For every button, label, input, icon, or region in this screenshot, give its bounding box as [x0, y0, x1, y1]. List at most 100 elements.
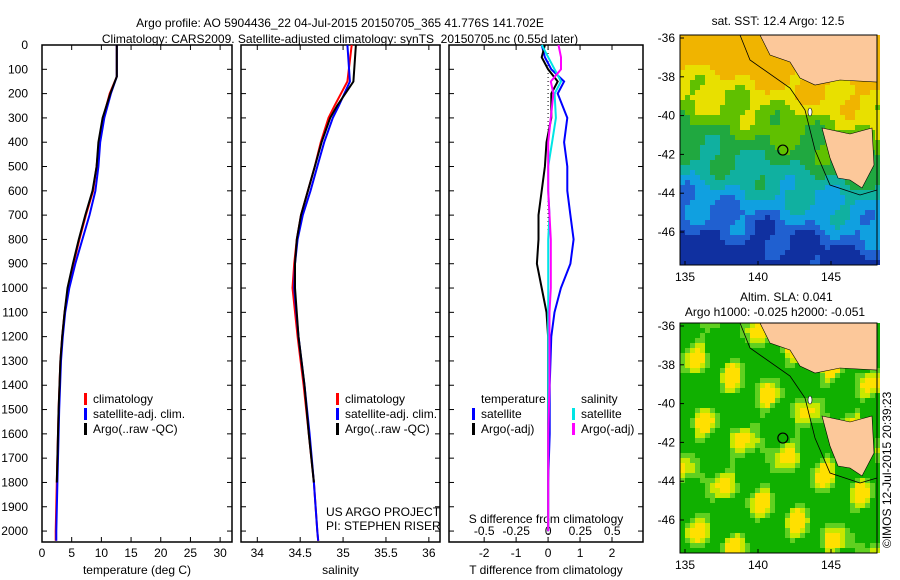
map-cell	[750, 393, 755, 398]
map-cell	[840, 478, 845, 483]
map-cell	[735, 115, 740, 120]
map-cell	[760, 438, 765, 443]
map-cell	[690, 85, 695, 90]
legend-swatch	[572, 423, 575, 435]
map-cell	[765, 463, 770, 468]
map-cell	[680, 433, 685, 438]
panel-differences: -2 -1 0 1 2T difference from climatology-0.5…	[448, 44, 644, 577]
map-cell	[765, 110, 770, 115]
map-cell	[755, 35, 760, 40]
map-cell	[835, 235, 840, 240]
map-cell	[720, 508, 725, 513]
map-cell	[870, 250, 875, 255]
map-cell	[805, 185, 810, 190]
map-cell	[770, 398, 775, 403]
map-cell	[700, 433, 705, 438]
map-cell	[860, 100, 865, 105]
map-cell	[745, 185, 750, 190]
map-cell	[735, 255, 740, 260]
map-cell	[705, 518, 710, 523]
map-cell	[835, 200, 840, 205]
map-cell	[760, 160, 765, 165]
y-tick-label: 1400	[1, 378, 28, 392]
map-cell	[845, 80, 850, 85]
map-cell	[750, 80, 755, 85]
map-cell	[850, 468, 855, 473]
map-cell	[695, 343, 700, 348]
map-cell	[810, 458, 815, 463]
map-cell	[740, 235, 745, 240]
map-cell	[715, 403, 720, 408]
map-cell	[710, 70, 715, 75]
map-cell	[680, 240, 685, 245]
map-cell	[725, 463, 730, 468]
map-cell	[820, 448, 825, 453]
map-cell	[750, 250, 755, 255]
map-cell	[685, 235, 690, 240]
map-cell	[695, 80, 700, 85]
map-cell	[755, 70, 760, 75]
map-cell	[810, 503, 815, 508]
map-cell	[710, 65, 715, 70]
map-cell	[865, 403, 870, 408]
map-cell	[710, 260, 715, 265]
map-cell	[755, 468, 760, 473]
map-cell	[690, 348, 695, 353]
map-cell	[815, 130, 820, 135]
map-cell	[690, 343, 695, 348]
map-cell	[720, 333, 725, 338]
map-cell	[845, 85, 850, 90]
map-cell	[750, 548, 755, 553]
map-cell	[755, 488, 760, 493]
map-cell	[820, 170, 825, 175]
map-cell	[750, 373, 755, 378]
map-cell	[710, 215, 715, 220]
map-cell	[725, 235, 730, 240]
map-cell	[680, 338, 685, 343]
map-cell	[740, 90, 745, 95]
map-cell	[825, 180, 830, 185]
map-cell	[750, 418, 755, 423]
map-cell	[765, 403, 770, 408]
map-cell	[770, 418, 775, 423]
map-cell	[785, 448, 790, 453]
map-cell	[680, 140, 685, 145]
map-cell	[730, 210, 735, 215]
map-cell	[835, 120, 840, 125]
map-cell	[785, 368, 790, 373]
map-cell	[870, 190, 875, 195]
map-cell	[745, 180, 750, 185]
map-cell	[770, 423, 775, 428]
map-cell	[695, 533, 700, 538]
map-cell	[680, 90, 685, 95]
map-cell	[850, 220, 855, 225]
map-cell	[705, 373, 710, 378]
map-cell	[710, 165, 715, 170]
map-cell	[870, 373, 875, 378]
map-cell	[760, 240, 765, 245]
map-cell	[745, 423, 750, 428]
map-cell	[685, 538, 690, 543]
map-cell	[685, 35, 690, 40]
map-cell	[750, 110, 755, 115]
map-cell	[815, 453, 820, 458]
map-cell	[735, 328, 740, 333]
map-cell	[825, 488, 830, 493]
map-cell	[755, 503, 760, 508]
map-cell	[755, 115, 760, 120]
map-cell	[730, 80, 735, 85]
map-cell	[735, 205, 740, 210]
map-cell	[715, 190, 720, 195]
map-cell	[790, 353, 795, 358]
map-cell	[720, 433, 725, 438]
map-cell	[765, 348, 770, 353]
map-title: Altim. SLA: 0.041	[740, 290, 833, 304]
map-cell	[705, 328, 710, 333]
map-cell	[730, 220, 735, 225]
map-cell	[845, 368, 850, 373]
map-cell	[825, 548, 830, 553]
map-cell	[800, 498, 805, 503]
map-cell	[795, 230, 800, 235]
map-cell	[705, 230, 710, 235]
map-cell	[860, 528, 865, 533]
